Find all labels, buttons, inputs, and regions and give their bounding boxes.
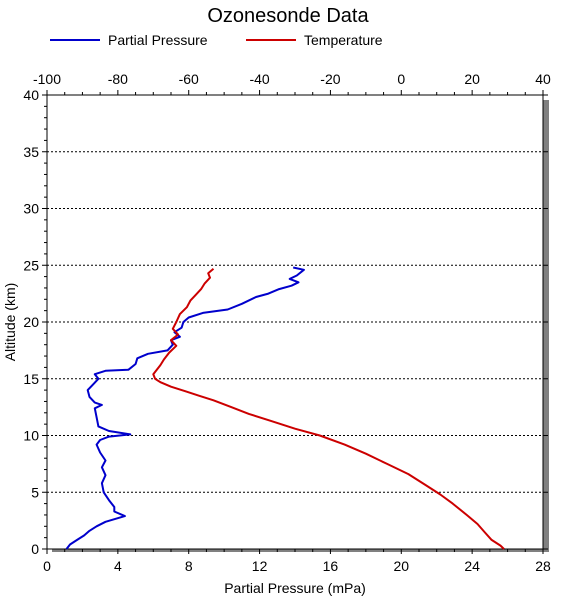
x-tick-label: 0 (43, 558, 51, 574)
x-tick-label: 28 (535, 558, 551, 574)
y-tick-label: 40 (23, 87, 39, 103)
axis-ticks (42, 90, 548, 554)
x-tick-label: 24 (464, 558, 480, 574)
plot-shadow-right (543, 100, 549, 552)
x2-tick-label: -40 (249, 71, 269, 87)
y-tick-label: 0 (31, 541, 39, 557)
x-axis-label: Partial Pressure (mPa) (224, 580, 366, 596)
x-tick-label: 8 (185, 558, 193, 574)
x-tick-label: 16 (323, 558, 339, 574)
y-tick-label: 20 (23, 314, 39, 330)
x2-tick-label: 40 (535, 71, 551, 87)
plot-shadow-bottom (52, 549, 549, 552)
legend-label-temperature: Temperature (304, 32, 383, 48)
series-line-partial-pressure (65, 266, 305, 550)
y-axis-label: Altitude (km) (2, 283, 18, 362)
x-tick-label: 4 (114, 558, 122, 574)
series-lines (65, 266, 505, 550)
x2-tick-label: -60 (179, 71, 199, 87)
y-tick-label: 35 (23, 144, 39, 160)
y-tick-label: 5 (31, 484, 39, 500)
x2-tick-label: 0 (397, 71, 405, 87)
tick-labels: 0 5 10 15 20 25 30 35 40 0 4 8 12 16 20 24 28 -100 -80 -60 -… (23, 71, 551, 574)
series-line-temperature (152, 267, 505, 550)
y-tick-label: 10 (23, 428, 39, 444)
x2-tick-label: -100 (33, 71, 61, 87)
y-tick-label: 30 (23, 201, 39, 217)
legend-label-partial-pressure: Partial Pressure (108, 32, 208, 48)
x2-tick-label: -80 (108, 71, 128, 87)
x2-tick-label: -20 (320, 71, 340, 87)
y-tick-label: 25 (23, 257, 39, 273)
x2-tick-label: 20 (464, 71, 480, 87)
legend: Partial Pressure Temperature (50, 32, 383, 48)
gridlines (47, 151, 543, 493)
chart-title: Ozonesonde Data (207, 5, 369, 27)
x-tick-label: 12 (252, 558, 268, 574)
x-tick-label: 20 (393, 558, 409, 574)
y-tick-label: 15 (23, 371, 39, 387)
